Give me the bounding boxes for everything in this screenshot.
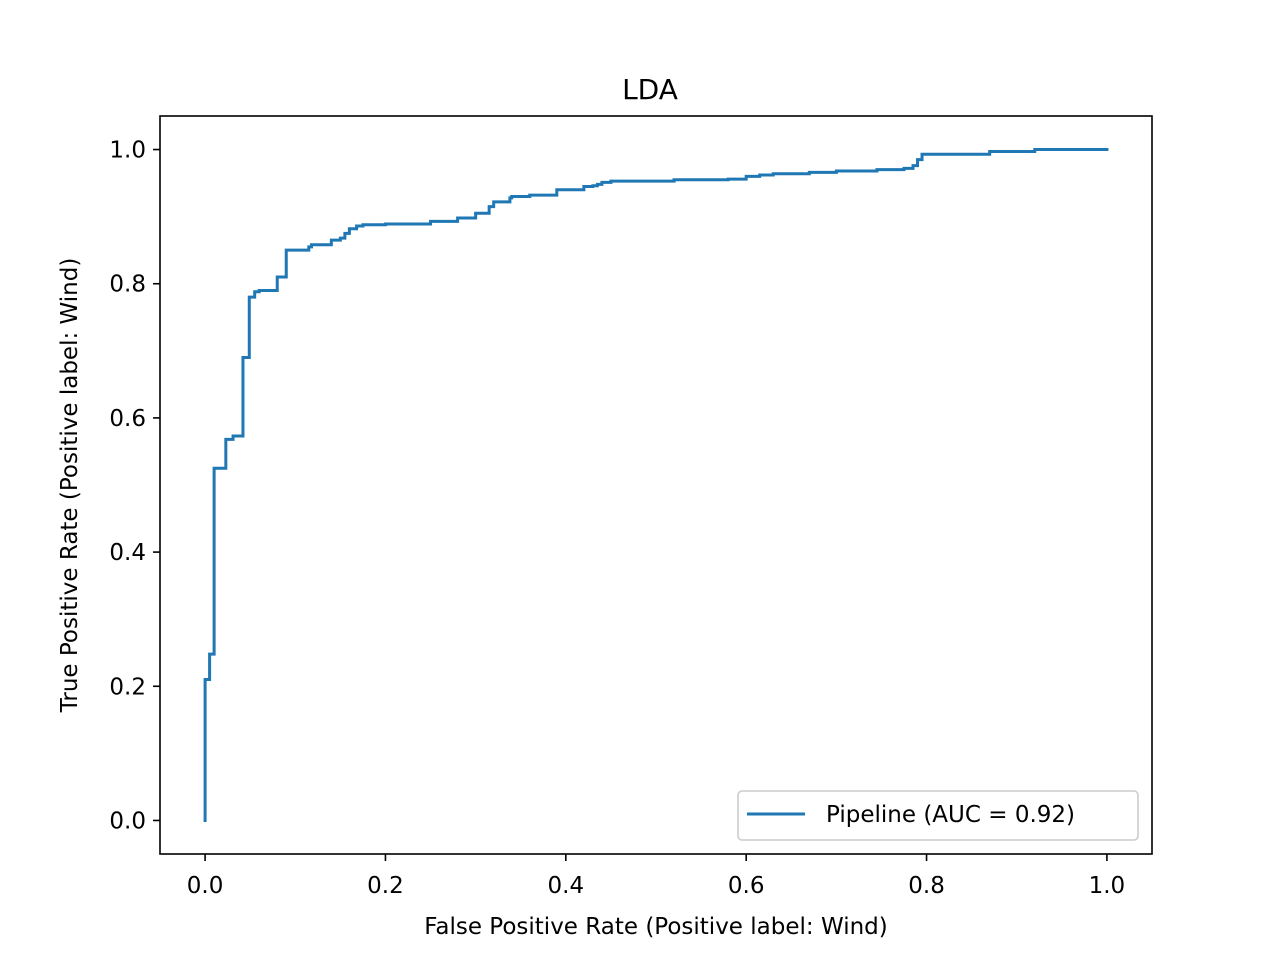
- legend-label: Pipeline (AUC = 0.92): [826, 802, 1075, 828]
- x-tick-label: 0.6: [728, 873, 765, 899]
- y-axis-label: True Positive Rate (Positive label: Wind…: [57, 258, 83, 714]
- y-tick-label: 0.4: [109, 540, 146, 566]
- plot-frame: [159, 115, 1153, 855]
- y-tick-label: 0.6: [109, 406, 146, 432]
- y-tick-label: 1.0: [109, 138, 146, 164]
- x-tick-label: 1.0: [1089, 873, 1126, 899]
- plot-lines: [203, 148, 1109, 822]
- y-tick-label: 0.0: [109, 808, 146, 834]
- x-tick-label: 0.4: [548, 873, 585, 899]
- x-tick-label: 0.2: [367, 873, 404, 899]
- x-axis-label: False Positive Rate (Positive label: Win…: [424, 914, 887, 940]
- y-tick-label: 0.2: [109, 674, 146, 700]
- legend-box: [737, 790, 1139, 841]
- x-tick-label: 0.0: [187, 873, 224, 899]
- legend: Pipeline (AUC = 0.92): [737, 790, 1139, 841]
- roc-curve-line: [203, 148, 1109, 822]
- y-tick-label: 0.8: [109, 272, 146, 298]
- chart-title: LDA: [622, 73, 678, 106]
- x-tick-label: 0.8: [908, 873, 945, 899]
- axis-ticks: 0.0 0.2 0.4 0.6 0.8 1.0 0.0 0.2 0.4 0.6 0.8 1.0: [109, 138, 1125, 899]
